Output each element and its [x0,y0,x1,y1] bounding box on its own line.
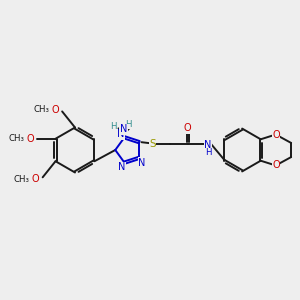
Text: CH₃: CH₃ [14,175,30,184]
Text: O: O [52,105,59,115]
Text: CH₃: CH₃ [33,105,50,114]
Text: O: O [32,174,40,184]
Text: N: N [118,162,126,172]
Text: N: N [204,140,211,150]
Text: N: N [138,158,146,167]
Text: O: O [184,124,192,134]
Text: N: N [120,124,127,134]
Text: H: H [205,148,211,158]
Text: O: O [26,134,34,144]
Text: S: S [149,139,156,149]
Text: CH₃: CH₃ [8,134,24,143]
Text: H: H [125,120,132,129]
Text: O: O [272,160,280,170]
Text: H: H [110,122,117,131]
Text: O: O [272,130,280,140]
Text: N: N [117,129,124,139]
